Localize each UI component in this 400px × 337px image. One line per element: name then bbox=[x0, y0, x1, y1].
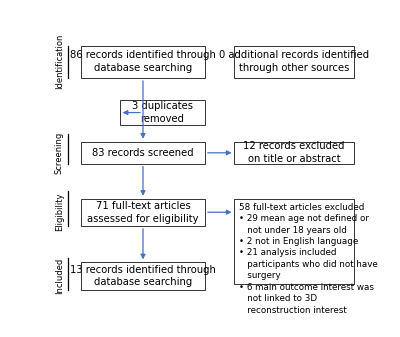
FancyBboxPatch shape bbox=[234, 199, 354, 284]
FancyBboxPatch shape bbox=[234, 45, 354, 78]
FancyBboxPatch shape bbox=[234, 142, 354, 164]
Text: 3 duplicates
removed: 3 duplicates removed bbox=[132, 101, 193, 124]
Text: Included: Included bbox=[55, 258, 64, 294]
Text: Eligibility: Eligibility bbox=[55, 193, 64, 232]
Text: 0 additional records identified
through other sources: 0 additional records identified through … bbox=[219, 51, 369, 73]
Text: 86 records identified through
database searching: 86 records identified through database s… bbox=[70, 51, 216, 73]
FancyBboxPatch shape bbox=[81, 45, 205, 78]
Text: 83 records screened: 83 records screened bbox=[92, 148, 194, 158]
FancyBboxPatch shape bbox=[81, 199, 205, 226]
Text: Screening: Screening bbox=[55, 132, 64, 174]
Text: 12 records excluded
on title or abstract: 12 records excluded on title or abstract bbox=[243, 141, 345, 164]
FancyBboxPatch shape bbox=[81, 142, 205, 164]
Text: Identification: Identification bbox=[55, 33, 64, 89]
Text: 13 records identified through
database searching: 13 records identified through database s… bbox=[70, 265, 216, 287]
FancyBboxPatch shape bbox=[81, 262, 205, 289]
FancyBboxPatch shape bbox=[120, 100, 205, 125]
Text: 71 full-text articles
assessed for eligibility: 71 full-text articles assessed for eligi… bbox=[87, 201, 199, 224]
Text: 58 full-text articles excluded
• 29 mean age not defined or
   not under 18 year: 58 full-text articles excluded • 29 mean… bbox=[239, 203, 378, 315]
